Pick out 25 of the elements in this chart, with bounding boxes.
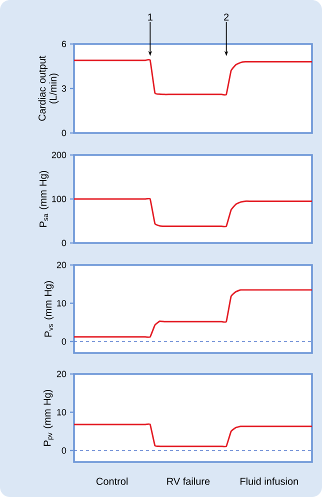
y-axis-title: Cardiac output (L/min) (38, 56, 59, 121)
text: Fluid infusion (240, 478, 298, 485)
y-tick-label: 0 (62, 240, 66, 246)
line-series (74, 198, 312, 228)
line-series (74, 423, 312, 448)
text: 1 (148, 14, 152, 21)
y-tick-label: 0 (62, 447, 66, 454)
y-tick-label: 20 (56, 370, 66, 378)
y-tick-label: 100 (52, 196, 66, 202)
y-tick-label: 20 (56, 262, 66, 268)
y-axis-title: P$_{sa}$ (mm Hg) (39, 170, 49, 227)
y-tick-label: 10 (57, 300, 66, 306)
text: 2 (224, 14, 229, 21)
y-tick-label: 10 (57, 409, 66, 416)
y-tick-label: 6 (62, 40, 66, 48)
line-series (74, 289, 312, 338)
y-tick-label: 3 (62, 85, 66, 92)
line-series (74, 59, 312, 96)
y-tick-label: 0 (62, 130, 66, 136)
text: RV failure (167, 478, 210, 485)
y-axis-title: P$_{vs}$ (mm Hg) (44, 281, 54, 337)
text: Control (96, 478, 128, 485)
y-axis-title: P$_{pv}$ (mm Hg) (43, 390, 54, 446)
y-tick-label: 0 (62, 338, 66, 345)
y-tick-label: 200 (52, 152, 66, 158)
